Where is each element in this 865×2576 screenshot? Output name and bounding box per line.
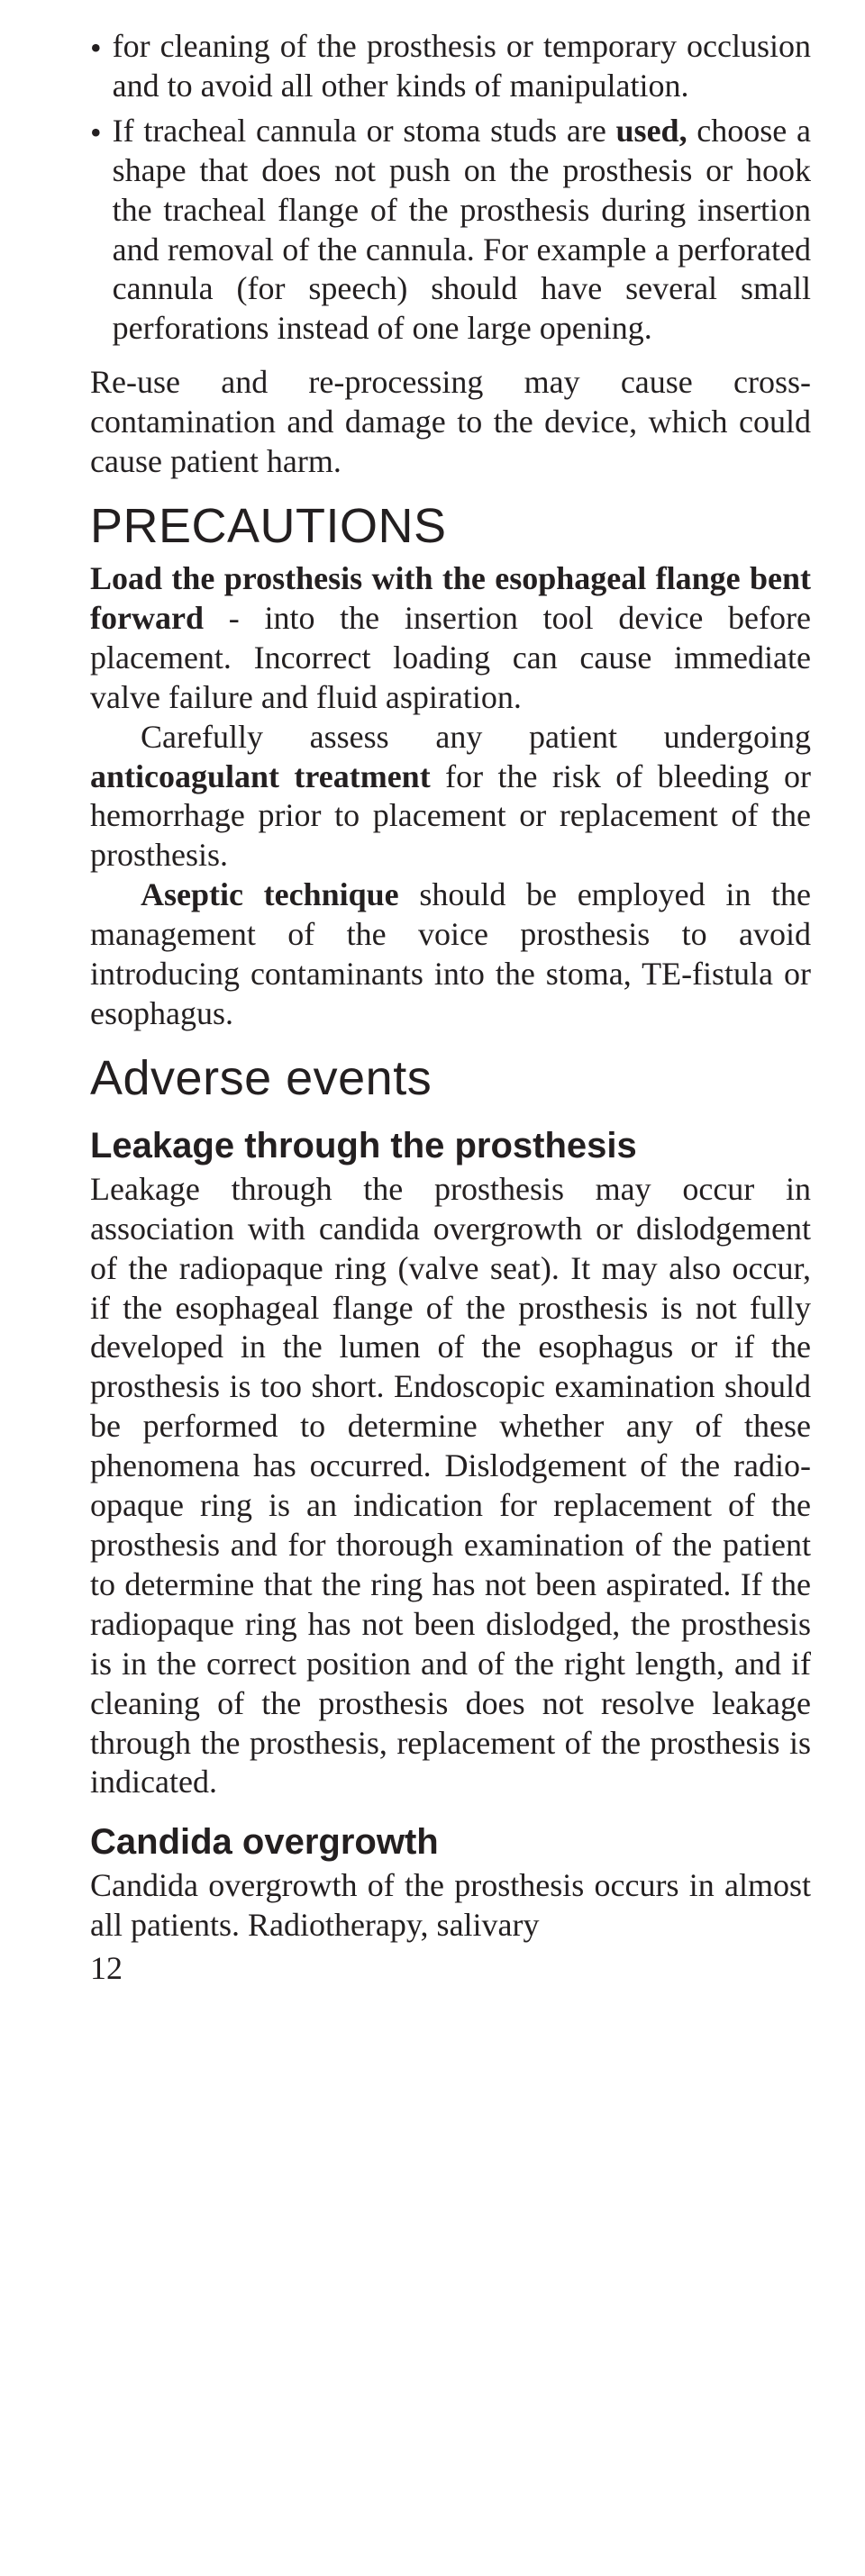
text-run: Carefully assess any patient undergoing [141, 719, 811, 755]
precautions-p2: Carefully assess any patient undergoing … [90, 718, 811, 876]
bullet-text: If tracheal cannula or stoma studs are u… [113, 112, 811, 349]
text-bold: anticoagulant treatment [90, 758, 431, 794]
text-bold: Aseptic technique [141, 876, 399, 912]
bullet-item: • for cleaning of the prosthesis or temp… [90, 27, 811, 106]
paragraph-reuse: Re-use and re-processing may cause cross… [90, 363, 811, 482]
heading-candida: Candida overgrowth [90, 1822, 811, 1863]
bullet-item: • If tracheal cannula or stoma studs are… [90, 112, 811, 349]
bullet-text: for cleaning of the prosthesis or tempor… [113, 27, 811, 106]
bullet-marker: • [90, 27, 102, 106]
page-number: 12 [90, 1949, 811, 1987]
bullet-marker: • [90, 112, 102, 349]
heading-precautions: PRECAUTIONS [90, 498, 811, 554]
text-bold: used, [616, 113, 687, 149]
text-run: If tracheal cannula or stoma studs are [113, 113, 616, 149]
precautions-p3: Aseptic technique should be employed in … [90, 875, 811, 1034]
heading-leakage: Leakage through the prosthesis [90, 1126, 811, 1166]
precautions-p1: Load the prosthesis with the esophageal … [90, 559, 811, 718]
leakage-body: Leakage through the prosthesis may occur… [90, 1170, 811, 1803]
heading-adverse-events: Adverse events [90, 1050, 811, 1106]
candida-body: Candida overgrowth of the prosthesis occ… [90, 1866, 811, 1946]
